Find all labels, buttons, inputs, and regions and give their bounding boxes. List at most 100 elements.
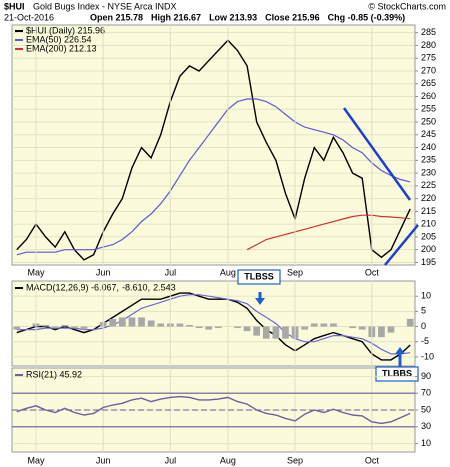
histogram-bar xyxy=(262,326,270,339)
histogram-bar xyxy=(406,318,414,327)
y-tick-label: 240 xyxy=(421,142,436,152)
y-tick-label: 200 xyxy=(421,244,436,254)
histogram-bar xyxy=(147,320,155,327)
y-tick-label: 10 xyxy=(421,438,431,448)
y-tick-label: 30 xyxy=(421,421,431,431)
y-tick-label: 270 xyxy=(421,65,436,75)
y-tick-label: 250 xyxy=(421,116,436,126)
y-tick-label: 50 xyxy=(421,404,431,414)
histogram-bar xyxy=(51,326,59,329)
annotation-box xyxy=(237,269,281,285)
header-stat: Low 213.93 xyxy=(209,12,257,22)
y-tick-label: 285 xyxy=(421,27,436,37)
credit: © StockCharts.com xyxy=(368,1,446,11)
y-tick-label: 90 xyxy=(421,371,431,381)
chart-layer: 195 200 205 210 215 220 225 230 235 240 245 250 255 2… xyxy=(12,25,436,465)
histogram-bar xyxy=(128,317,136,327)
y-tick-label: 265 xyxy=(421,78,436,88)
histogram-bar xyxy=(253,326,261,336)
y-tick-label: 5 xyxy=(421,306,426,316)
x-tick-label: May xyxy=(27,455,45,465)
histogram-bar xyxy=(358,326,366,330)
histogram-bar xyxy=(138,317,145,327)
series-line xyxy=(246,214,411,251)
y-tick-label: 195 xyxy=(421,257,436,267)
y-tick-label: 10 xyxy=(421,291,431,301)
histogram-bar xyxy=(282,326,289,339)
x-tick-label: Sep xyxy=(287,267,303,277)
x-tick-label: Jun xyxy=(96,455,111,465)
histogram-bar xyxy=(330,323,337,327)
annotation: TLBBS xyxy=(382,368,412,378)
histogram-bar xyxy=(61,325,69,327)
histogram-bar xyxy=(109,318,117,327)
y-tick-label: 245 xyxy=(421,129,436,139)
histogram-bar xyxy=(320,323,328,327)
histogram-bar xyxy=(301,326,309,330)
annotation-arrowhead xyxy=(255,298,265,305)
x-tick-label: Oct xyxy=(365,455,380,465)
header-stat: Close 215.96 xyxy=(265,12,320,22)
y-tick-label: 275 xyxy=(421,53,436,63)
y-tick-label: 225 xyxy=(421,180,436,190)
x-tick-label: Oct xyxy=(365,267,380,277)
series-line xyxy=(16,98,411,256)
y-tick-label: -5 xyxy=(421,336,429,346)
trendline xyxy=(384,224,419,266)
histogram-bar xyxy=(118,317,126,327)
legend-label: 2.543 xyxy=(153,282,176,292)
annotation: TLBSS xyxy=(244,271,274,281)
histogram-bar xyxy=(243,326,251,332)
x-tick-label: Sep xyxy=(287,455,303,465)
histogram-bar xyxy=(195,326,203,329)
histogram-bar xyxy=(176,323,184,327)
y-tick-label: 230 xyxy=(421,167,436,177)
legend-label: $HUI (Daily) 215.96 xyxy=(26,25,105,35)
x-tick-label: Jul xyxy=(165,267,177,277)
histogram-bar xyxy=(157,323,165,327)
histogram-bar xyxy=(234,326,241,329)
x-tick-label: Aug xyxy=(220,267,236,277)
histogram-bar xyxy=(205,326,213,330)
histogram-bar xyxy=(214,326,222,329)
y-tick-label: 70 xyxy=(421,388,431,398)
histogram-bar xyxy=(378,326,385,338)
legend-label: -8.610, xyxy=(122,282,150,292)
macd-panel xyxy=(11,280,416,367)
annotation-box xyxy=(375,366,419,382)
y-tick-label: 255 xyxy=(421,104,436,114)
histogram-bar xyxy=(349,326,356,329)
histogram-bar xyxy=(310,323,318,327)
header-stats: Open 215.78 High 216.67 Low 213.93 Close 21… xyxy=(90,12,405,22)
legend-label: EMA(50) 226.54 xyxy=(26,34,92,44)
annotation-arrowhead xyxy=(395,347,405,354)
series-line xyxy=(16,39,411,261)
series-line xyxy=(16,395,411,425)
y-tick-label: 205 xyxy=(421,231,436,241)
legend-label: MACD(12,26,9) -6.067, xyxy=(26,282,119,292)
legend-label: RSI(21) 45.92 xyxy=(26,369,82,379)
y-tick-label: 210 xyxy=(421,219,436,229)
header-stat: High 216.67 xyxy=(151,12,201,22)
x-tick-label: May xyxy=(27,267,45,277)
x-tick-label: Jun xyxy=(96,267,111,277)
y-tick-label: -10 xyxy=(421,351,434,361)
histogram-bar xyxy=(186,325,193,327)
header-symbol: $HUI xyxy=(4,1,25,11)
trendline xyxy=(342,107,412,201)
header-name: Gold Bugs Index - NYSE Arca INDX xyxy=(33,1,177,11)
header-stat: Chg -0.85 (-0.39%) xyxy=(328,12,406,22)
histogram-bar xyxy=(272,326,280,339)
y-tick-label: 260 xyxy=(421,91,436,101)
y-tick-label: 280 xyxy=(421,40,436,50)
histogram-bar xyxy=(42,325,49,327)
header-date: 21-Oct-2016 xyxy=(4,12,54,22)
x-tick-label: Aug xyxy=(220,455,236,465)
y-tick-label: 220 xyxy=(421,193,436,203)
y-tick-label: 215 xyxy=(421,206,436,216)
y-tick-label: 235 xyxy=(421,155,436,165)
histogram-bar xyxy=(13,326,21,330)
y-tick-label: 0 xyxy=(421,321,426,331)
legend-label: EMA(200) 212.13 xyxy=(26,43,97,53)
